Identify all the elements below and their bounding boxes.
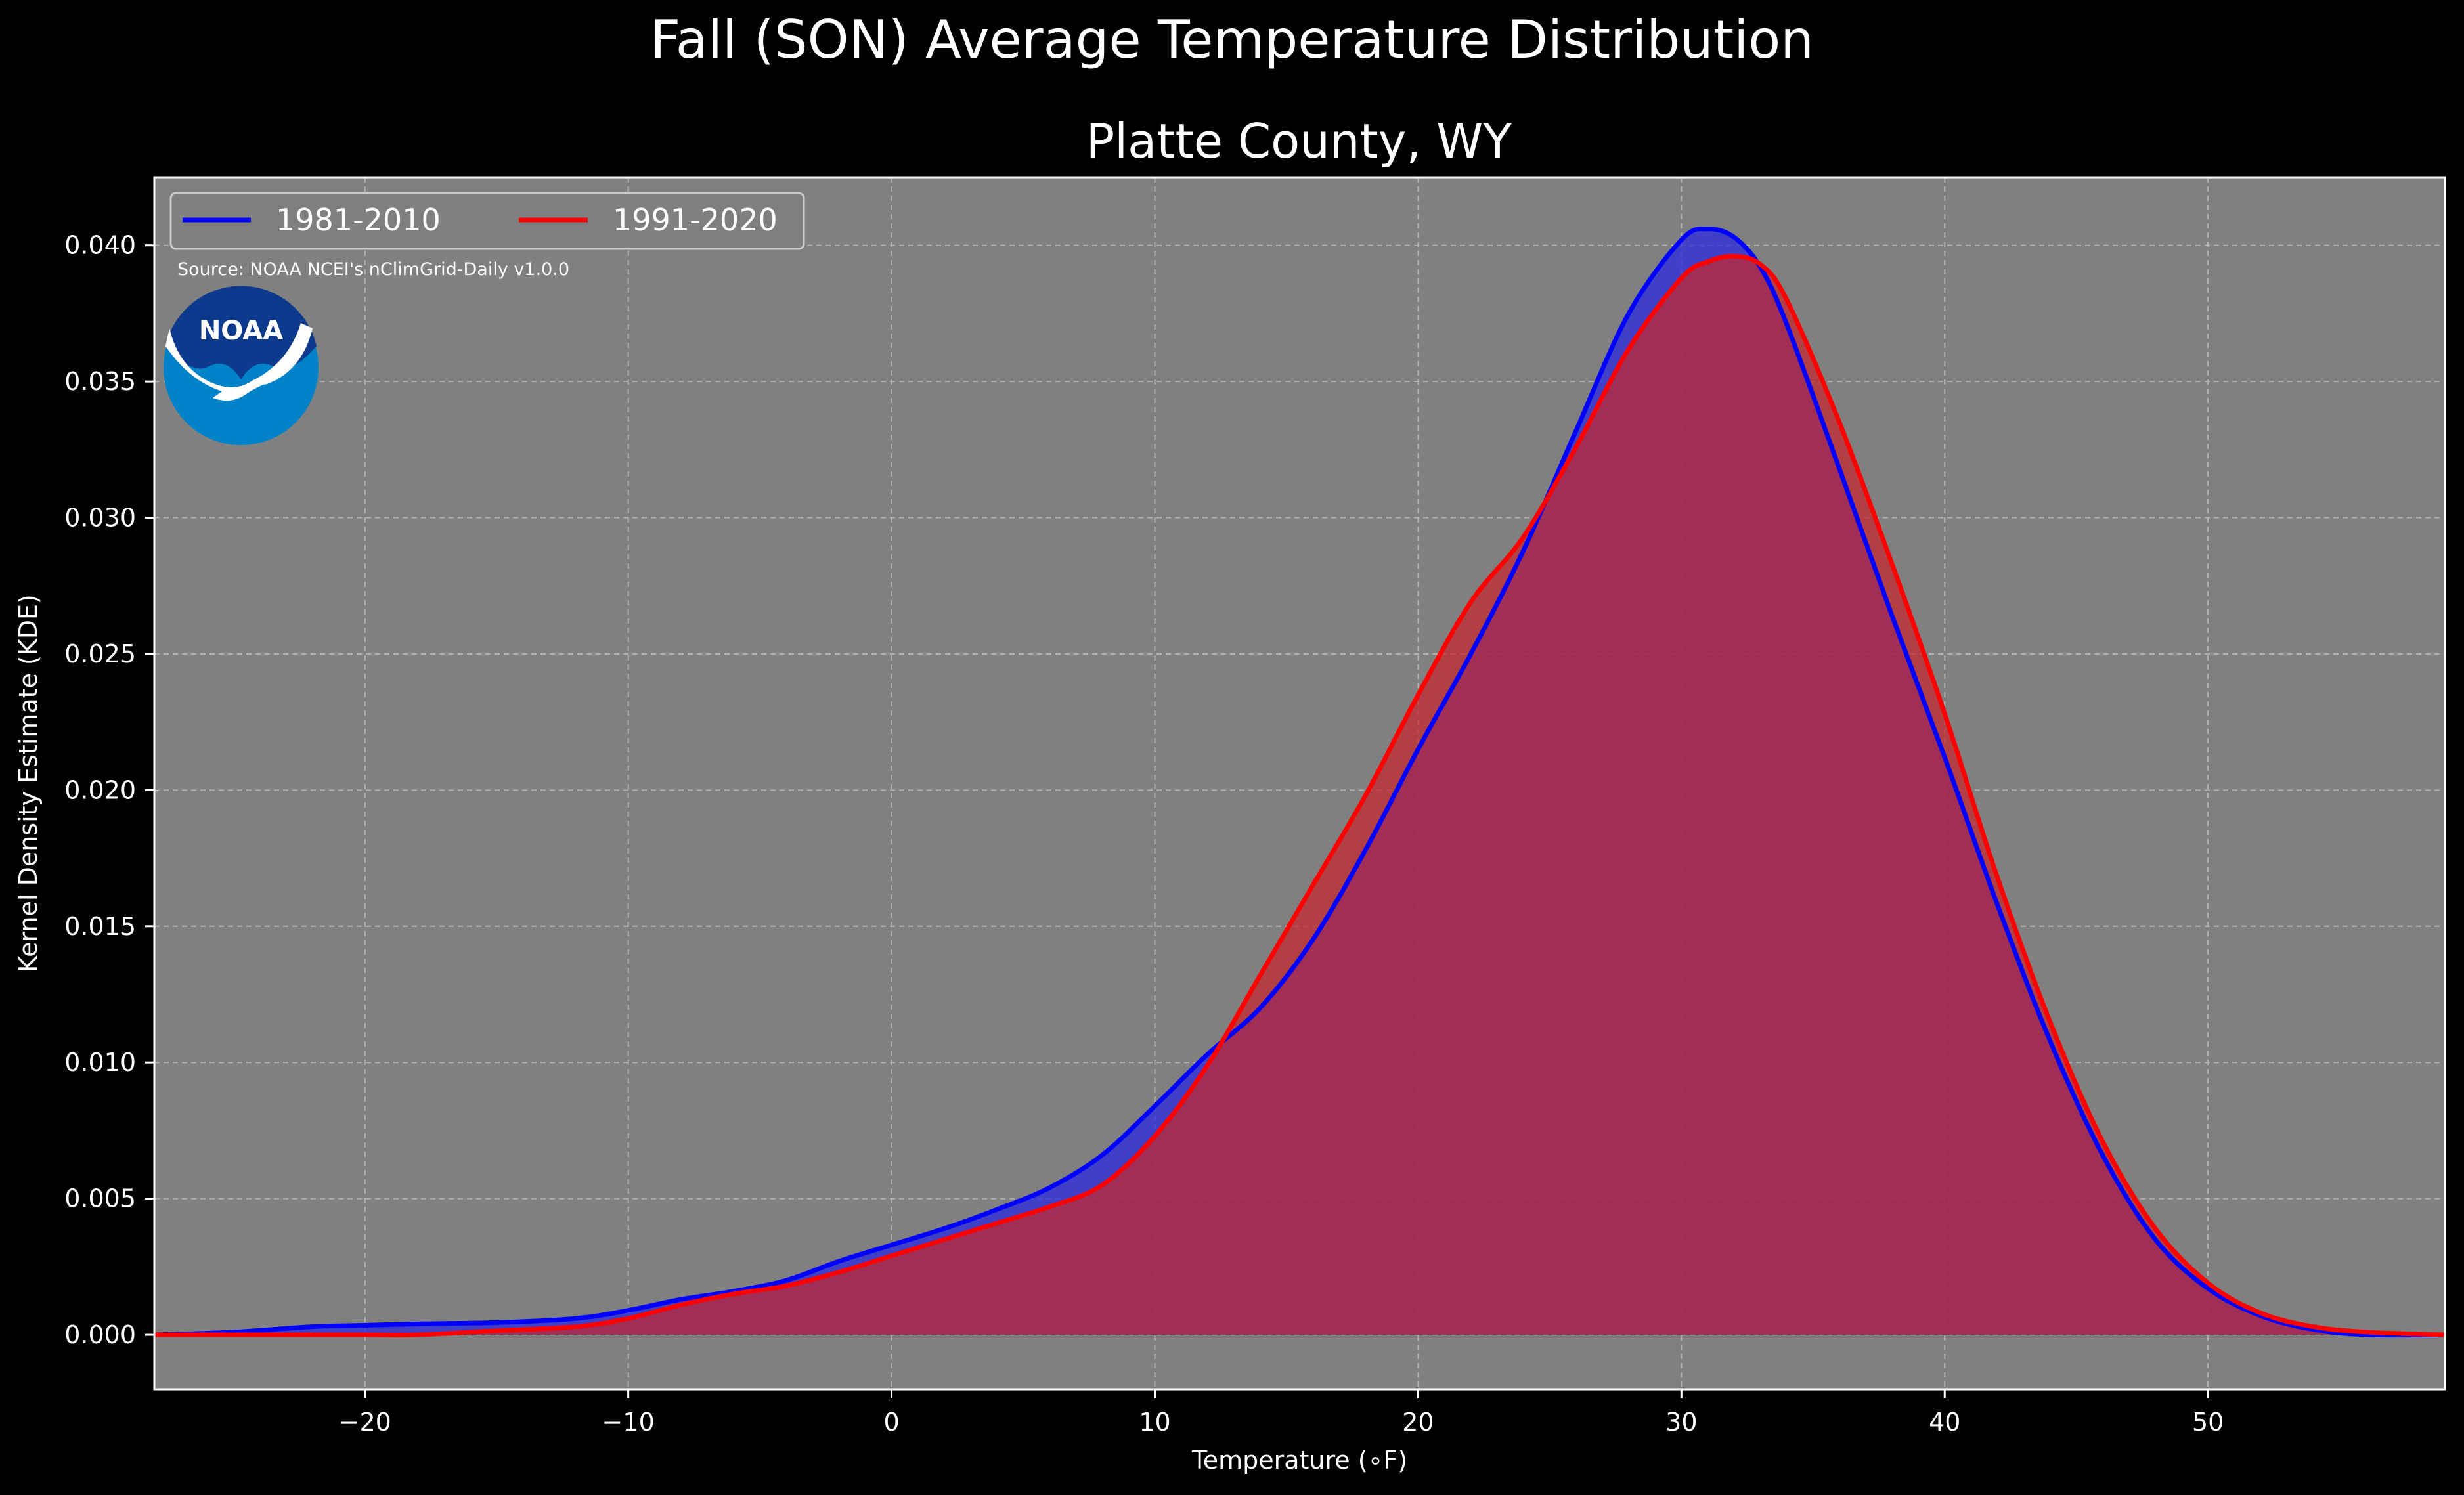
y-tick-label: 0.005	[64, 1184, 136, 1213]
series-lines	[154, 227, 2446, 1338]
legend-label-1981-2010: 1981-2010	[276, 202, 441, 238]
y-tick-label: 0.030	[64, 504, 136, 532]
y-tick-label: 0.040	[64, 231, 136, 260]
y-tick-label: 0.015	[64, 912, 136, 941]
y-tick-label: 0.035	[64, 367, 136, 396]
x-tick-label: −10	[602, 1408, 655, 1437]
noaa-logo-upper-band	[165, 286, 317, 379]
axis-ticks: −20 −10 0 10 20 30 40 50 0.000 0.005 0.010 0.015 0.0…	[64, 231, 2224, 1437]
legend-box	[169, 192, 805, 250]
y-tick-label: 0.020	[64, 775, 136, 804]
plot-frame	[153, 176, 2446, 1391]
x-tick-label: 20	[1402, 1408, 1434, 1437]
y-tick-label: 0.000	[64, 1320, 136, 1349]
noaa-logo: NOAA	[164, 286, 319, 445]
y-axis-label: Kernel Density Estimate (KDE)	[14, 594, 43, 972]
x-tick-label: 40	[1929, 1408, 1960, 1437]
x-axis-label: Temperature (∘F)	[1191, 1446, 1407, 1475]
legend: 1981-2010 1991-2020	[169, 192, 805, 250]
noaa-logo-text: NOAA	[199, 316, 283, 346]
chart-title: Fall (SON) Average Temperature Distribut…	[650, 9, 1814, 70]
x-tick-label: 30	[1665, 1408, 1697, 1437]
series-fills	[154, 228, 2445, 1335]
source-note: Source: NOAA NCEI's nClimGrid-Daily v1.0…	[177, 259, 569, 280]
y-tick-label: 0.010	[64, 1048, 136, 1077]
x-tick-label: 50	[2192, 1408, 2224, 1437]
legend-label-1991-2020: 1991-2020	[613, 202, 778, 238]
x-tick-label: 0	[883, 1408, 899, 1437]
x-tick-label: 10	[1139, 1408, 1170, 1437]
noaa-logo-bird-icon	[165, 328, 278, 401]
y-tick-label: 0.025	[64, 639, 136, 668]
chart-subtitle: Platte County, WY	[1086, 114, 1513, 169]
line-1981-2010	[154, 227, 2446, 1338]
line-1991-2020	[154, 253, 2446, 1337]
noaa-logo-wing-right	[252, 323, 313, 385]
area-1991-2020	[154, 256, 2445, 1335]
x-tick-label: −20	[339, 1408, 391, 1437]
